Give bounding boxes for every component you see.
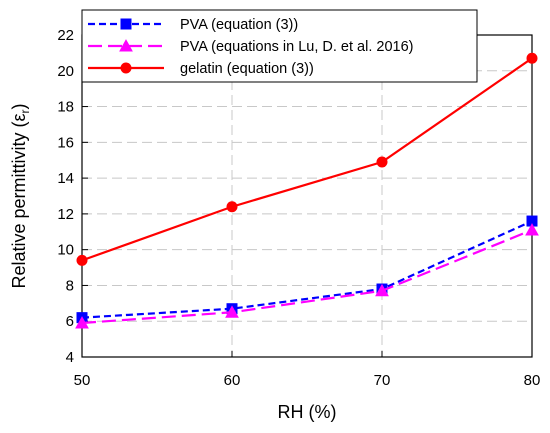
- data-point: [226, 201, 238, 213]
- series-3: [76, 52, 538, 266]
- data-point: [225, 305, 239, 318]
- x-axis-title: RH (%): [278, 402, 337, 422]
- legend-marker: [120, 18, 132, 30]
- x-tick-label: 50: [74, 372, 91, 389]
- y-tick-label: 12: [57, 206, 74, 223]
- data-point: [525, 223, 539, 236]
- y-tick-label: 10: [57, 242, 74, 259]
- data-point: [376, 156, 388, 168]
- series-line: [81, 228, 533, 325]
- legend-label: gelatin (equation (3)): [180, 61, 314, 77]
- x-tick-label: 60: [224, 372, 241, 389]
- legend-marker: [119, 39, 133, 52]
- axis-ticks: [81, 34, 533, 358]
- y-tick-label: 16: [57, 134, 74, 151]
- series-2: [75, 223, 539, 329]
- y-tick-label: 8: [66, 277, 74, 294]
- series-line: [81, 220, 533, 319]
- legend-entry-3: gelatin (equation (3)): [88, 61, 314, 77]
- grid: [82, 35, 532, 357]
- data-point: [75, 316, 89, 329]
- legend-box: [81, 9, 478, 83]
- legend-marker: [120, 62, 132, 74]
- series-layer: [75, 52, 539, 329]
- x-tick-label: 70: [374, 372, 391, 389]
- legend-entry-1: PVA (equation (3)): [88, 17, 298, 33]
- x-tick-label: 80: [524, 372, 541, 389]
- y-tick-label: 18: [57, 99, 74, 116]
- series-line: [81, 57, 533, 262]
- y-tick-labels: 4 6 8 10 12 14 16 18 20 22: [57, 27, 74, 366]
- legend-label: PVA (equation (3)): [180, 17, 298, 33]
- legend-items: PVA (equation (3)) PVA (equations in Lu, …: [88, 17, 414, 77]
- y-tick-label: 22: [57, 27, 74, 44]
- data-point: [375, 283, 389, 297]
- y-tick-label: 4: [66, 349, 74, 366]
- y-axis-title-subscript: r: [18, 109, 32, 113]
- data-point: [526, 215, 538, 227]
- series-1: [76, 215, 538, 324]
- x-tick-labels: 50 60 70 80: [74, 372, 541, 389]
- data-point: [526, 52, 538, 64]
- y-tick-label: 14: [57, 170, 74, 187]
- y-axis-title-close: ): [9, 103, 29, 109]
- data-point: [76, 254, 88, 266]
- legend-entry-2: PVA (equations in Lu, D. et al. 2016): [88, 39, 414, 55]
- y-axis-title-main: Relative permittivity (ε: [9, 113, 29, 288]
- legend: PVA (equation (3)) PVA (equations in Lu, …: [81, 9, 478, 83]
- y-tick-label: 6: [66, 313, 74, 330]
- plot-frame: [81, 34, 533, 358]
- y-axis-title: Relative permittivity (εr): [9, 103, 32, 288]
- y-tick-label: 20: [57, 63, 74, 80]
- legend-label: PVA (equations in Lu, D. et al. 2016): [180, 39, 414, 55]
